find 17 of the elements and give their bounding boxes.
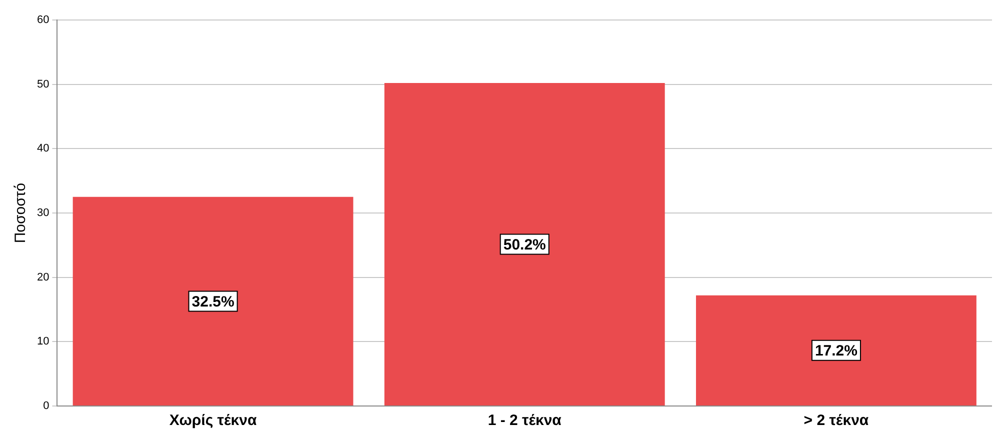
y-tick-label: 50	[36, 78, 50, 90]
y-tick-label: 60	[36, 14, 50, 26]
y-axis-title: Ποσοστό	[12, 182, 30, 244]
data-label: 50.2%	[503, 236, 546, 254]
bar	[696, 295, 976, 406]
x-tick-label: Χωρίς τέκνα	[169, 412, 258, 430]
x-tick-label: > 2 τέκνα	[804, 412, 870, 430]
y-tick-label: 10	[36, 336, 50, 348]
bar	[384, 83, 665, 406]
bar	[72, 196, 354, 406]
data-label: 17.2%	[814, 342, 858, 360]
y-tick-label: 30	[36, 207, 50, 220]
x-tick-label: 1 - 2 τέκνα	[488, 412, 562, 430]
data-label: 32.5%	[192, 293, 234, 310]
y-tick-label: 20	[36, 271, 50, 284]
y-tick-label: 40	[36, 142, 50, 155]
y-tick-label: 0	[43, 400, 50, 412]
